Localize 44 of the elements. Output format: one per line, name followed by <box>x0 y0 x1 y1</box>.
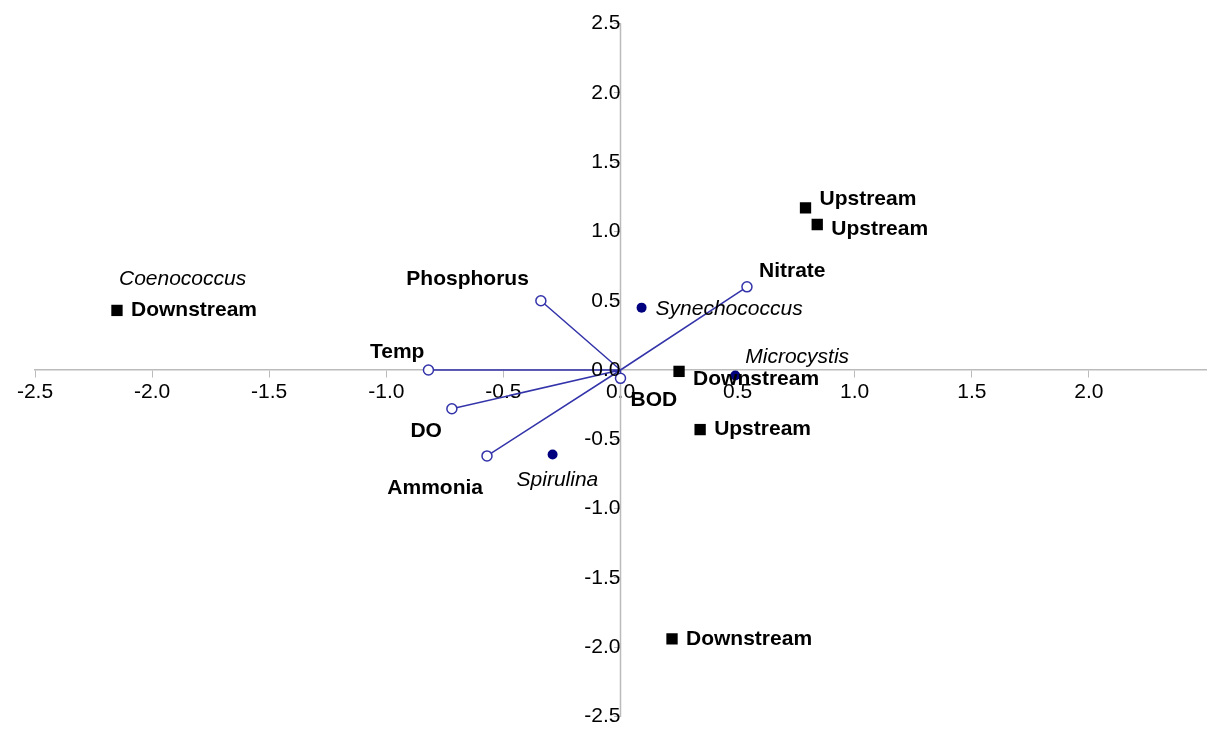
y-tick-label: -0.5 <box>584 426 621 450</box>
x-tick-label: -2.5 <box>16 379 54 403</box>
point <box>694 423 706 436</box>
annotation: Coenococcus <box>118 266 247 290</box>
data-label: Ammonia <box>387 474 484 498</box>
x-tick-label: 1.5 <box>957 379 987 403</box>
x-tick-label: 1.0 <box>840 379 870 403</box>
point <box>741 281 753 293</box>
point <box>673 365 685 378</box>
data-label: Microcystis <box>745 344 850 368</box>
data-label: Spirulina <box>516 467 599 491</box>
point <box>446 403 458 415</box>
data-label: Nitrate <box>758 257 826 281</box>
y-tick-label: -2.0 <box>584 633 621 657</box>
x-tick-label: 2.0 <box>1074 379 1104 403</box>
data-label: DO <box>410 417 442 441</box>
y-tick-label: -1.0 <box>584 495 621 519</box>
y-tick-label: 1.0 <box>591 218 621 242</box>
y-tick-label: 2.0 <box>591 79 621 103</box>
y-tick-label: -1.5 <box>584 564 621 588</box>
point <box>666 633 678 645</box>
point <box>111 304 123 317</box>
point <box>535 294 547 307</box>
data-label: Upstream <box>831 216 929 240</box>
data-label: Upstream <box>714 416 811 440</box>
y-tick-label: 1.5 <box>591 148 621 172</box>
x-tick-label: -2.0 <box>134 379 171 403</box>
y-tick-label: 2.5 <box>591 10 621 34</box>
point <box>481 450 493 462</box>
data-label: Downstream <box>130 297 257 321</box>
x-tick-label: -1.5 <box>251 379 288 403</box>
x-tick-label: -1.0 <box>368 379 405 403</box>
point <box>811 218 823 231</box>
data-label: Phosphorus <box>406 265 529 289</box>
y-tick-label: 0.5 <box>591 287 621 311</box>
point <box>547 449 558 460</box>
point <box>422 364 435 376</box>
y-tick-label: -2.5 <box>584 703 621 727</box>
point <box>636 302 647 313</box>
x-tick-label: -0.5 <box>485 379 522 403</box>
point <box>799 202 812 214</box>
data-label: Temp <box>370 338 425 362</box>
data-label: Upstream <box>819 185 917 209</box>
data-label: Downstream <box>686 625 813 649</box>
